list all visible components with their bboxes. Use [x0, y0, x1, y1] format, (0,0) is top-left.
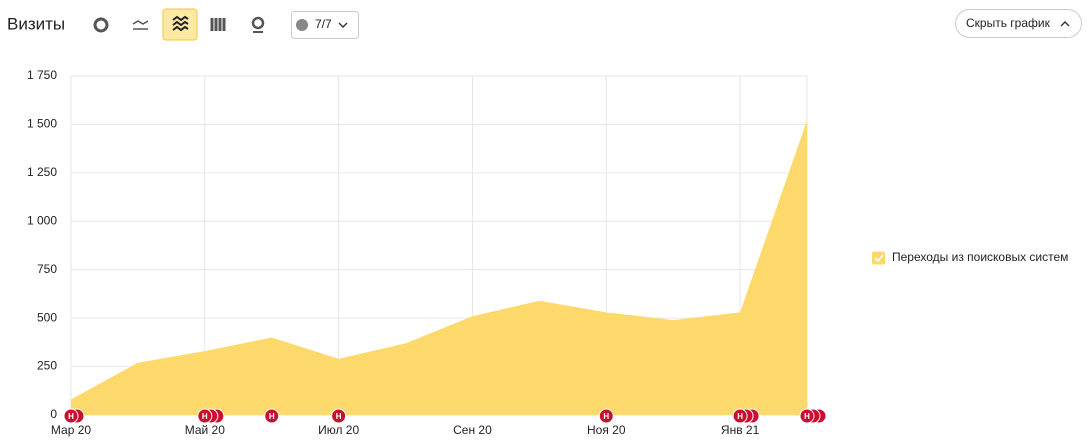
y-tick-label: 750 [37, 262, 57, 276]
annotations-count: 7/7 [315, 17, 332, 31]
line-view-button[interactable] [132, 20, 149, 30]
x-tick-label: Сен 20 [453, 423, 492, 437]
annotation-label: Н [336, 412, 342, 421]
annotation-marker[interactable] [598, 408, 614, 424]
y-tick-label: 500 [37, 310, 57, 324]
y-tick-label: 0 [50, 407, 57, 421]
annotation-label: Н [737, 412, 743, 421]
x-tick-label: Май 20 [185, 423, 226, 437]
annotations-toggle[interactable]: 7/7 [291, 11, 359, 39]
x-tick-label: Июл 20 [318, 423, 359, 437]
legend-label: Переходы из поисковых систем [892, 250, 1068, 264]
annotation-label: Н [202, 412, 208, 421]
y-tick-label: 1 000 [27, 213, 57, 227]
annotation-marker[interactable] [732, 408, 748, 424]
annotation-marker[interactable] [799, 408, 815, 424]
x-tick-label: Ноя 20 [587, 423, 626, 437]
legend: Переходы из поисковых систем [872, 250, 1068, 265]
plot: 0 250 500 750 1 000 1 250 1 500 1 750 Мар 20 Май … [27, 68, 827, 437]
annotation-marker[interactable] [264, 408, 280, 424]
annotation-label: Н [269, 412, 275, 421]
bar-view-button[interactable] [210, 18, 226, 31]
area-view-button[interactable] [162, 8, 198, 41]
annotation-marker[interactable] [197, 408, 213, 424]
hide-chart-label: Скрыть график [966, 16, 1051, 30]
legend-check [874, 254, 884, 263]
page-title: Визиты [7, 14, 65, 33]
y-tick-label: 250 [37, 359, 57, 373]
annotation-marker[interactable] [63, 408, 79, 424]
area [71, 120, 807, 415]
y-tick-label: 1 750 [27, 68, 57, 82]
annotation-marker[interactable] [331, 408, 347, 424]
hide-chart-button[interactable]: Скрыть график [955, 9, 1082, 38]
y-tick-label: 1 500 [27, 117, 57, 131]
annotation-label: Н [68, 412, 74, 421]
annotation-label: Н [603, 412, 609, 421]
annotation-label: Н [804, 412, 810, 421]
x-tick-label: Янв 21 [721, 423, 760, 437]
y-tick-label: 1 250 [27, 165, 57, 179]
map-view-button[interactable] [251, 16, 265, 33]
x-tick-label: Мар 20 [51, 423, 91, 437]
view-switcher [93, 8, 265, 41]
legend-checkbox[interactable] [872, 251, 885, 265]
pie-view-button[interactable] [93, 17, 109, 33]
